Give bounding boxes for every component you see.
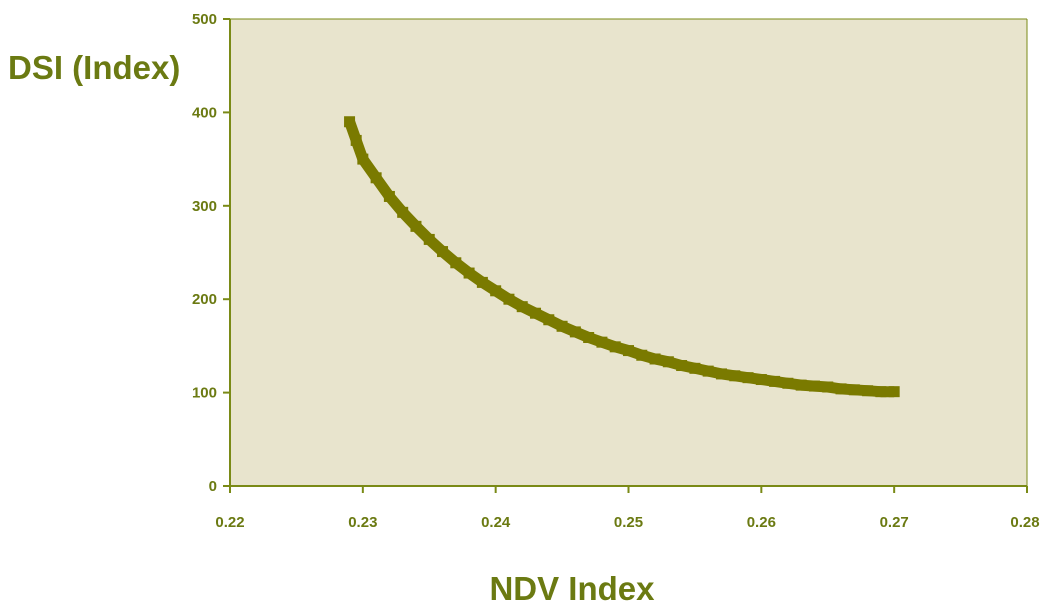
series-point [530, 307, 542, 319]
series-point [503, 293, 515, 305]
series-point [782, 377, 794, 389]
series-point [888, 386, 900, 398]
x-axis-title: NDV Index [489, 570, 655, 607]
series-point [543, 314, 555, 326]
series-point [410, 220, 422, 232]
series-point [848, 384, 860, 396]
series-point [450, 257, 462, 269]
series-point [437, 246, 449, 258]
series-point [662, 356, 674, 368]
series-point [822, 381, 834, 393]
x-tick-label: 0.24 [481, 514, 511, 531]
series-point [569, 326, 581, 338]
series-point [702, 365, 714, 377]
series-point [397, 206, 409, 218]
series-point [808, 380, 820, 392]
series-point [344, 116, 356, 128]
series-point [742, 372, 754, 384]
series-point [583, 331, 595, 343]
series-point [636, 349, 648, 361]
y-axis-ticks: 0 100 200 300 400 500 [192, 11, 230, 495]
series-point [423, 233, 435, 245]
y-tick-label: 400 [192, 104, 217, 121]
y-tick-label: 300 [192, 198, 217, 215]
x-tick-label: 0.23 [348, 514, 377, 531]
series-point [490, 285, 502, 297]
plot-area [230, 19, 1027, 486]
y-axis-title: DSI (Index) [8, 49, 180, 86]
series-point [795, 379, 807, 391]
y-tick-label: 200 [192, 291, 217, 308]
series-point [769, 375, 781, 387]
y-tick-label: 500 [192, 11, 217, 28]
series-point [862, 385, 874, 397]
series-point [556, 320, 568, 332]
series-point [596, 336, 608, 348]
x-tick-label: 0.25 [614, 514, 643, 531]
x-axis-ticks: 0.22 0.23 0.24 0.25 0.26 0.27 0.28 [215, 486, 1040, 531]
series-point [835, 383, 847, 395]
series-point [623, 345, 634, 357]
series-point [516, 301, 528, 313]
series-point [476, 276, 488, 288]
series-point [755, 374, 767, 386]
series-point [357, 153, 369, 165]
series-point [383, 190, 395, 202]
series-point [729, 370, 741, 382]
x-tick-label: 0.27 [880, 514, 909, 531]
series-layer [344, 116, 900, 398]
series-point [350, 134, 362, 146]
series-point [676, 360, 688, 372]
series-point [649, 353, 661, 365]
series-point [463, 267, 475, 279]
series-point [370, 172, 382, 184]
x-tick-label: 0.26 [747, 514, 776, 531]
x-tick-label: 0.28 [1010, 514, 1039, 531]
series-point [715, 368, 727, 380]
series-point [689, 362, 701, 374]
series-point [875, 386, 887, 398]
y-tick-label: 100 [192, 385, 217, 402]
x-tick-label: 0.22 [215, 514, 244, 531]
y-tick-label: 0 [209, 478, 217, 495]
series-point [609, 341, 621, 353]
